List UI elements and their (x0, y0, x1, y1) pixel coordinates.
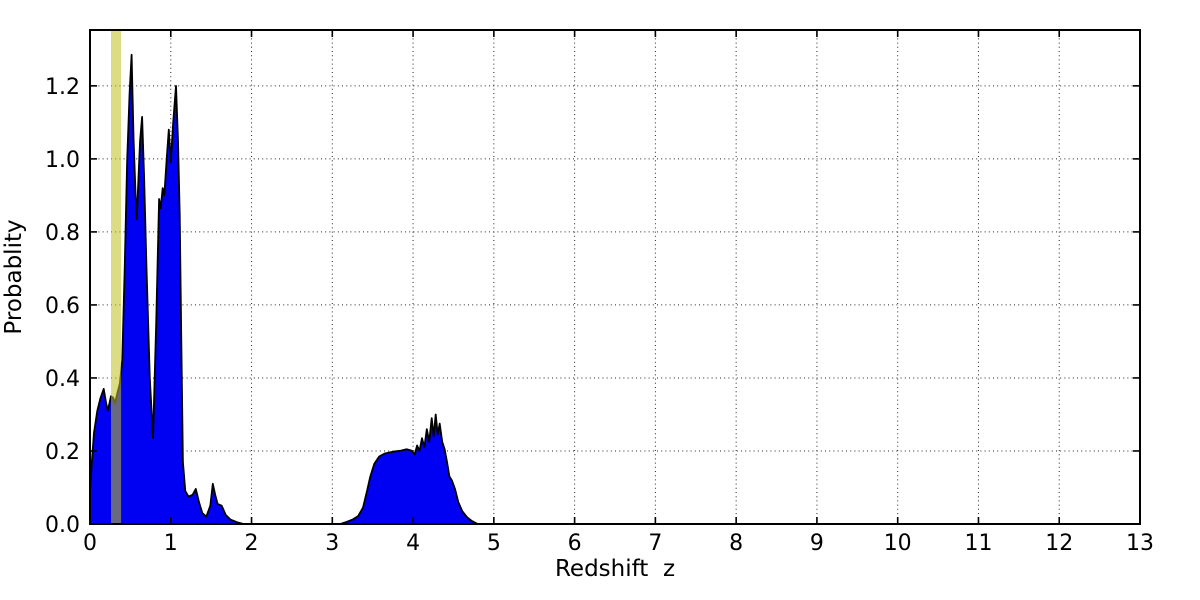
y-axis-label: Probablity (1, 219, 27, 335)
y-tick-label: 0.6 (45, 294, 80, 319)
x-tick-label: 1 (164, 531, 178, 556)
y-tick-label: 0.0 (45, 513, 80, 538)
x-tick-label: 4 (406, 531, 420, 556)
x-tick-label: 11 (964, 531, 992, 556)
highlight-redshift-band (111, 30, 122, 524)
x-tick-label: 3 (325, 531, 339, 556)
x-tick-label: 8 (729, 531, 743, 556)
x-tick-label: 7 (648, 531, 662, 556)
y-tick-label: 0.4 (45, 367, 80, 392)
x-tick-label: 10 (884, 531, 912, 556)
y-tick-label: 0.2 (45, 440, 80, 465)
x-axis-label: Redshift z (554, 556, 676, 582)
x-tick-label: 0 (83, 531, 97, 556)
y-tick-label: 1.2 (45, 75, 80, 100)
y-tick-label: 1.0 (45, 148, 80, 173)
x-tick-label: 13 (1126, 531, 1154, 556)
probability-area (339, 413, 479, 525)
x-tick-label: 12 (1045, 531, 1073, 556)
x-tick-label: 9 (810, 531, 824, 556)
y-tick-label: 0.8 (45, 221, 80, 246)
x-tick-label: 2 (245, 531, 259, 556)
axes-frame (89, 29, 1141, 525)
x-tick-label: 5 (487, 531, 501, 556)
x-tick-label: 6 (568, 531, 582, 556)
